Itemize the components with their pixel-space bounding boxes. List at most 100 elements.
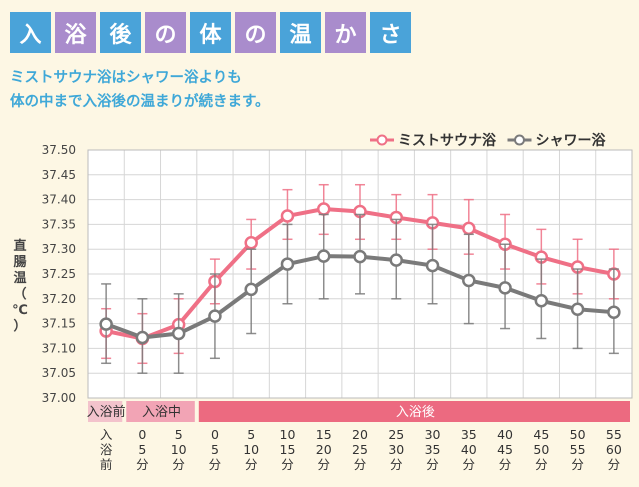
y-tick-label: 37.10 [42,341,76,355]
title-char-3: の [145,12,186,53]
x-tick-label: 20 [316,442,332,457]
x-tick-label: 入 [100,427,113,442]
y-tick-label: 37.05 [42,366,76,380]
x-tick-label: 分 [608,457,621,472]
x-tick-label: 15 [316,427,332,442]
y-axis-label-char: （ [13,286,26,302]
data-point [99,317,113,331]
x-tick-label: 20 [352,427,368,442]
y-axis-label-char: ℃ [12,303,28,318]
x-tick-label: 前 [100,457,113,472]
x-tick-label: 15 [280,442,296,457]
x-tick-label: 分 [209,457,222,472]
x-tick-label: 10 [280,427,296,442]
legend-swatch-marker [376,134,388,146]
data-point [316,249,331,263]
data-point [570,302,585,316]
x-tick-label: 分 [390,457,403,472]
x-tick-label: 分 [535,457,548,472]
data-point [280,209,295,223]
data-point [498,281,512,295]
x-tick-label: 5 [175,427,183,442]
x-tick-label: 55 [570,442,586,457]
y-tick-label: 37.40 [42,193,76,207]
x-tick-label: 35 [425,442,441,457]
data-point [208,309,222,323]
x-tick-label: 5 [211,442,219,457]
data-point [135,330,150,345]
x-tick-label: 分 [354,457,367,472]
title-char-1: 浴 [55,12,96,53]
x-tick-label: 5 [247,427,255,442]
x-tick-label: 10 [171,442,187,457]
x-tick-label: 25 [352,442,368,457]
phase-band [88,401,123,422]
subtitle: ミストサウナ浴はシャワー浴よりも 体の中まで入浴後の温まりが続きます。 [10,66,270,114]
y-tick-label: 37.45 [42,168,76,182]
x-tick-label: 30 [425,427,441,442]
plot-border [87,149,633,399]
data-point [353,249,367,264]
y-axis-label-char: 腸 [13,255,26,270]
data-point [425,258,440,273]
x-tick-label: 分 [136,457,149,472]
subtitle-line-1: ミストサウナ浴はシャワー浴よりも [10,70,242,86]
x-tick-label: 30 [388,442,404,457]
data-point [607,305,621,319]
x-tick-label: 45 [533,427,549,442]
data-point [280,257,295,271]
title-char-6: 温 [280,12,321,53]
title-char-4: 体 [190,12,231,53]
legend-label: ミストサウナ浴 [398,132,497,149]
data-point [316,202,331,216]
title-banner: 入浴後の体の温かさ [10,12,411,53]
x-tick-label: 分 [245,457,258,472]
y-tick-label: 37.15 [42,317,76,331]
data-point [534,294,549,308]
x-tick-label: 5 [138,442,146,457]
title-char-2: 後 [100,12,141,53]
x-tick-label: 分 [172,457,185,472]
x-tick-label: 0 [138,427,146,442]
x-tick-label: 45 [497,442,513,457]
title-char-8: さ [370,12,411,53]
data-point [244,282,258,297]
y-axis-label-char: 直 [13,238,26,254]
y-axis-label-char: 温 [13,271,26,286]
y-axis-label-char: ） [13,318,26,334]
x-tick-label: 分 [426,457,439,472]
x-tick-label: 25 [388,427,404,442]
data-point [389,253,404,267]
x-tick-label: 分 [281,457,294,472]
x-tick-label: 60 [606,442,622,457]
x-tick-label: 35 [461,427,477,442]
phase-label: 入浴後 [396,405,435,420]
phase-band [198,401,631,422]
y-tick-label: 37.00 [42,391,76,405]
y-tick-label: 37.35 [42,217,76,231]
subtitle-line-2: 体の中まで入浴後の温まりが続きます。 [10,94,270,110]
data-point [171,326,186,341]
title-char-5: の [235,12,276,53]
x-tick-label: 50 [533,442,549,457]
x-tick-label: 分 [463,457,476,472]
x-tick-label: 分 [499,457,512,472]
legend-label: シャワー浴 [536,132,607,149]
y-tick-label: 37.50 [42,143,76,157]
x-tick-label: 0 [211,427,219,442]
title-char-0: 入 [10,12,51,53]
x-tick-label: 50 [570,427,586,442]
x-tick-label: 分 [317,457,330,472]
phase-label: 入浴中 [142,405,181,420]
x-tick-label: 分 [571,457,584,472]
x-tick-label: 40 [461,442,477,457]
x-tick-label: 55 [606,427,622,442]
x-tick-label: 10 [243,442,259,457]
phase-band [126,401,195,422]
data-point [462,273,476,288]
data-point [244,236,258,250]
phase-label: 入浴前 [87,404,126,420]
title-char-7: か [325,12,366,53]
y-tick-label: 37.30 [42,242,76,256]
